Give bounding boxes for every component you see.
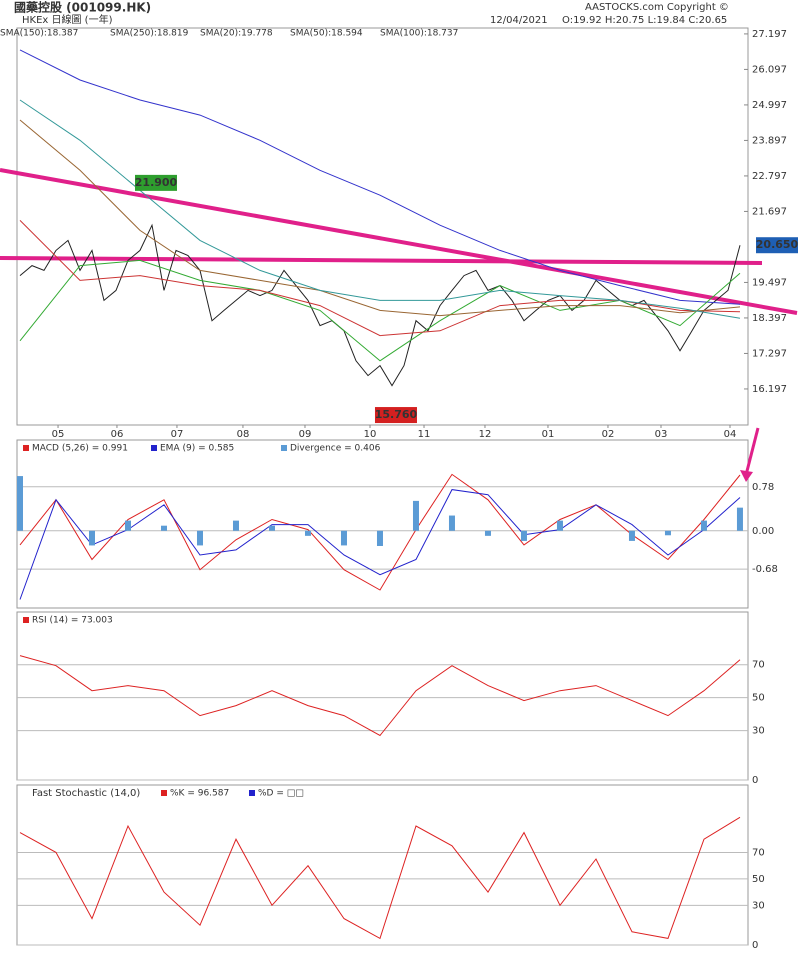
legend-swatch [151, 445, 157, 451]
arrow-head [740, 470, 753, 482]
bar [160, 525, 167, 531]
x-tick-label: 07 [171, 429, 184, 440]
y-tick-label: 50 [752, 874, 765, 885]
bar [556, 520, 563, 531]
copyright: AASTOCKS.com Copyright © [585, 2, 729, 13]
series-line [19, 99, 741, 319]
legend-label: SMA(100):18.737 [380, 29, 458, 39]
y-tick-label: 17.297 [752, 348, 787, 359]
bar [736, 507, 743, 531]
trend-line [0, 168, 798, 315]
y-tick-label: 30 [752, 900, 765, 911]
series-line [19, 489, 741, 600]
bar [232, 520, 239, 531]
legend-label: Divergence = 0.406 [290, 444, 381, 454]
panel-title: Fast Stochastic (14,0) [32, 788, 140, 799]
legend-label: %K = 96.587 [170, 789, 229, 799]
bar [196, 530, 203, 546]
bar [16, 476, 23, 531]
series-line [19, 816, 741, 940]
x-tick-label: 09 [299, 429, 312, 440]
legend-label: SMA(20):19.778 [200, 29, 273, 39]
price-label-box [134, 174, 177, 191]
legend-label: EMA (9) = 0.585 [160, 444, 234, 454]
x-tick-label: 06 [111, 429, 124, 440]
series-line [19, 473, 741, 591]
y-tick-label: 0 [752, 940, 758, 951]
bar [448, 515, 455, 531]
x-tick-label: 01 [542, 429, 555, 440]
x-tick-label: 05 [52, 429, 65, 440]
y-tick-label: 70 [752, 847, 765, 858]
legend-swatch [161, 790, 167, 796]
bar [664, 530, 671, 536]
bar [484, 530, 491, 536]
arrow [744, 427, 760, 476]
x-tick-label: 08 [237, 429, 250, 440]
rsi-frame [16, 611, 749, 781]
legend-label: RSI (14) = 73.003 [32, 616, 113, 626]
x-tick-label: 10 [364, 429, 377, 440]
y-tick-label: 30 [752, 726, 765, 737]
price-label: 15.760 [375, 408, 418, 421]
bar [88, 530, 95, 546]
y-tick-label: 50 [752, 693, 765, 704]
bar [700, 520, 707, 531]
bar [124, 520, 131, 531]
trend-line [0, 256, 763, 265]
date: 12/04/2021 [490, 15, 548, 26]
price-label-box [374, 407, 417, 424]
y-tick-label: 18.397 [752, 313, 787, 324]
y-tick-label: 0.00 [752, 526, 774, 537]
x-tick-label: 02 [602, 429, 615, 440]
bar [628, 530, 635, 541]
legend-swatch [249, 790, 255, 796]
ohlc: O:19.92 H:20.75 L:19.84 C:20.65 [562, 15, 727, 26]
series-line [19, 655, 741, 737]
legend-label: SMA(150):18.387 [0, 29, 78, 39]
x-tick-label: 12 [479, 429, 492, 440]
legend-label: SMA(50):18.594 [290, 29, 363, 39]
legend-label: SMA(250):18.819 [110, 29, 189, 39]
price-frame [16, 27, 749, 426]
x-tick-label: 11 [418, 429, 431, 440]
bar [376, 530, 383, 546]
bar [340, 530, 347, 546]
y-tick-label: -0.68 [752, 564, 778, 575]
legend-label: MACD (5,26) = 0.991 [32, 444, 128, 454]
legend-swatch [281, 445, 287, 451]
title: 國藥控股 (001099.HK) [14, 0, 151, 15]
y-tick-label: 16.197 [752, 384, 787, 395]
bar [412, 500, 419, 531]
y-tick-label: 24.997 [752, 100, 787, 111]
legend-swatch [23, 445, 29, 451]
legend-swatch [23, 617, 29, 623]
y-tick-label: 27.197 [752, 29, 787, 40]
y-tick-label: 19.497 [752, 277, 787, 288]
bar [268, 525, 275, 531]
y-tick-label: 22.797 [752, 171, 787, 182]
x-tick-label: 03 [655, 429, 668, 440]
x-tick-label: 04 [724, 429, 737, 440]
bar [304, 530, 311, 536]
y-tick-label: 70 [752, 660, 765, 671]
legend-label: %D = □□ [258, 789, 304, 799]
series-line [19, 49, 741, 305]
y-tick-label: 0 [752, 775, 758, 786]
subtitle: HKEx 日線圖 (一年) [22, 13, 113, 26]
y-tick-label: 21.697 [752, 206, 787, 217]
price-label: 20.650 [756, 238, 799, 251]
bar [520, 530, 527, 541]
series-line [19, 119, 741, 317]
stoch-frame [16, 784, 749, 946]
y-tick-label: 26.097 [752, 64, 787, 75]
price-label: 21.900 [135, 176, 178, 189]
price-label-box [756, 237, 798, 254]
y-tick-label: 23.897 [752, 135, 787, 146]
y-tick-label: 0.78 [752, 482, 774, 493]
